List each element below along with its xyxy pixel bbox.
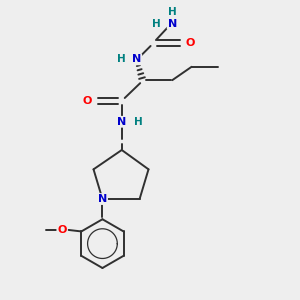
Text: O: O xyxy=(185,38,195,48)
Text: O: O xyxy=(57,225,67,235)
Text: N: N xyxy=(132,54,141,64)
Text: H: H xyxy=(152,19,160,29)
Text: H: H xyxy=(134,117,142,127)
Text: N: N xyxy=(117,117,126,127)
Text: N: N xyxy=(98,194,107,204)
Text: H: H xyxy=(168,7,177,17)
Text: H: H xyxy=(117,54,126,64)
Text: O: O xyxy=(82,96,92,106)
Text: N: N xyxy=(168,19,177,29)
